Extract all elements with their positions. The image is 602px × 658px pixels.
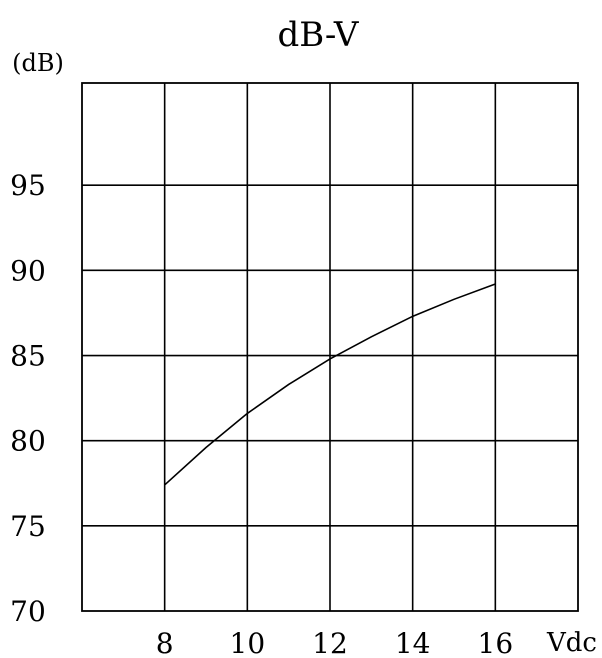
y-tick-label-75: 75	[10, 510, 46, 543]
series-layer	[164, 283, 496, 486]
y-tick-label-80: 80	[10, 425, 46, 458]
y-axis-label: (dB)	[12, 49, 64, 77]
x-tick-label-10: 10	[230, 627, 266, 658]
y-tick-label-90: 90	[10, 254, 46, 287]
y-tick-label-95: 95	[10, 169, 46, 202]
tick-labels: 8 10 12 14 16 70 75 80 85 90 95	[10, 169, 513, 658]
y-tick-label-85: 85	[10, 340, 46, 373]
x-tick-label-8: 8	[156, 627, 174, 658]
y-tick-label-70: 70	[10, 595, 46, 628]
x-tick-label-14: 14	[395, 627, 431, 658]
x-axis-label: Vdc	[546, 628, 597, 658]
x-tick-label-12: 12	[312, 627, 348, 658]
plot-frame	[81, 82, 579, 612]
chart-title: dB-V	[278, 15, 360, 55]
grid	[82, 83, 578, 611]
x-tick-label-16: 16	[478, 627, 514, 658]
series-line-0	[164, 283, 496, 486]
